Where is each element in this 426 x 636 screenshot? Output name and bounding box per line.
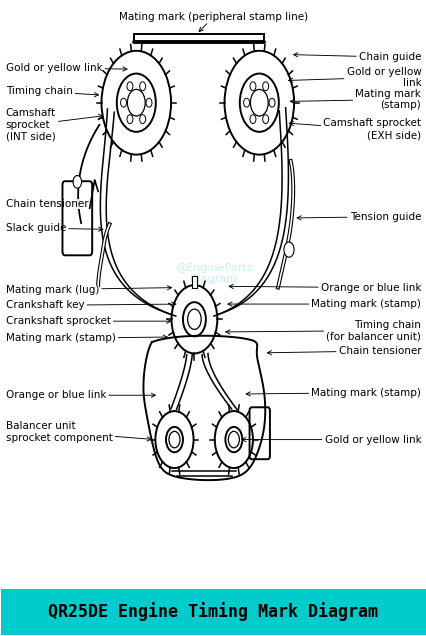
Text: Mating mark (lug): Mating mark (lug) (6, 284, 171, 294)
Text: Balancer unit
sprocket component: Balancer unit sprocket component (6, 421, 151, 443)
Text: Camshaft sprocket
(EXH side): Camshaft sprocket (EXH side) (289, 118, 420, 140)
Circle shape (283, 242, 294, 257)
Text: Gold or yellow
link: Gold or yellow link (288, 67, 420, 88)
Bar (191, 276, 196, 287)
Text: Mating mark (stamp): Mating mark (stamp) (227, 299, 420, 309)
Text: Chain tensioner: Chain tensioner (267, 346, 420, 356)
Text: Timing chain
(for balancer unit): Timing chain (for balancer unit) (225, 320, 420, 342)
Text: QR25DE Engine Timing Mark Diagram: QR25DE Engine Timing Mark Diagram (49, 602, 377, 621)
Text: Camshaft
sprocket
(INT side): Camshaft sprocket (INT side) (6, 108, 103, 141)
Circle shape (249, 114, 255, 123)
Text: Crankshaft key: Crankshaft key (6, 300, 176, 310)
Circle shape (187, 309, 201, 329)
Text: Gold or yellow link: Gold or yellow link (6, 63, 127, 73)
Circle shape (262, 82, 268, 91)
Text: Tension guide: Tension guide (296, 212, 420, 222)
Circle shape (127, 90, 145, 116)
Circle shape (73, 176, 81, 188)
Circle shape (169, 431, 180, 448)
Circle shape (249, 82, 255, 91)
Text: Orange or blue link: Orange or blue link (229, 282, 420, 293)
Circle shape (250, 90, 268, 116)
Text: Mating mark
(stamp): Mating mark (stamp) (290, 89, 420, 110)
Text: Crankshaft sprocket: Crankshaft sprocket (6, 316, 170, 326)
Circle shape (139, 114, 145, 123)
Text: Gold or yellow link: Gold or yellow link (241, 434, 420, 445)
Text: Chain tensioner: Chain tensioner (6, 199, 88, 209)
Text: Mating mark (stamp): Mating mark (stamp) (6, 333, 167, 343)
Text: Timing chain: Timing chain (6, 86, 98, 97)
Circle shape (139, 82, 145, 91)
Text: @EngineParts
Diagram: @EngineParts Diagram (174, 263, 252, 284)
FancyBboxPatch shape (1, 589, 425, 635)
Text: Slack guide: Slack guide (6, 223, 103, 233)
Circle shape (228, 431, 239, 448)
Text: Mating mark (peripheral stamp line): Mating mark (peripheral stamp line) (119, 11, 307, 32)
Circle shape (127, 82, 132, 91)
Circle shape (268, 99, 274, 107)
Circle shape (120, 99, 126, 107)
Circle shape (146, 99, 152, 107)
Text: Chain guide: Chain guide (293, 52, 420, 62)
Text: Mating mark (stamp): Mating mark (stamp) (245, 388, 420, 398)
Text: Orange or blue link: Orange or blue link (6, 391, 155, 400)
Circle shape (127, 114, 132, 123)
Circle shape (262, 114, 268, 123)
Circle shape (243, 99, 249, 107)
